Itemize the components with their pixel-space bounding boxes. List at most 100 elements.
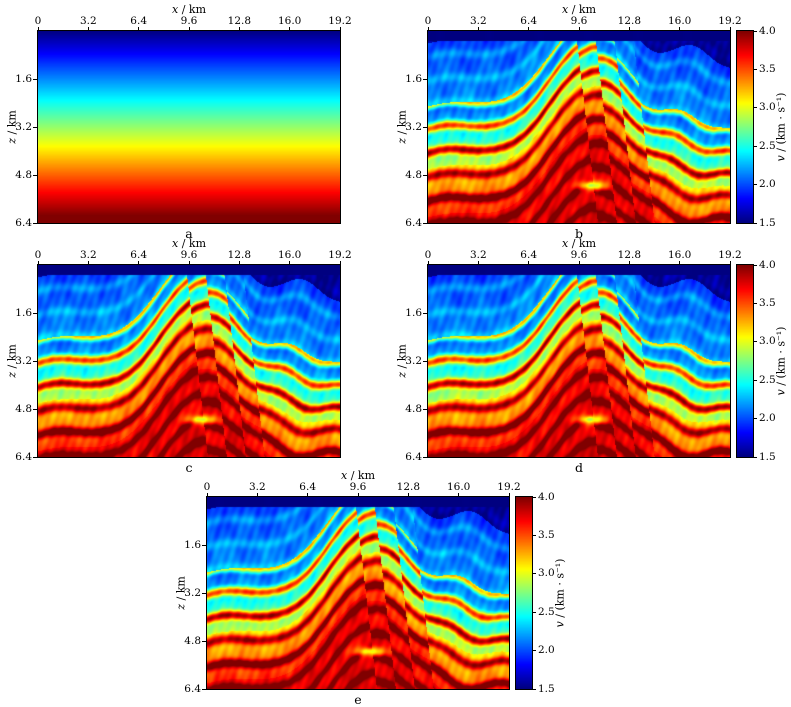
colorbar-tick-mark [754, 107, 757, 109]
z-tick-mark [423, 126, 427, 128]
z-tick-label: 3.2 [15, 354, 32, 367]
x-tick-mark [138, 261, 140, 265]
z-tick-mark [202, 592, 206, 594]
x-tick-label: 16.0 [277, 249, 302, 261]
colorbar-tick-mark [533, 534, 536, 536]
colorbar-tick-mark [533, 688, 536, 690]
z-tick-label: 6.4 [184, 682, 201, 695]
z-tick-label: 6.4 [15, 450, 32, 463]
x-tick-label: 0 [424, 249, 432, 261]
x-tick-label: 12.8 [227, 249, 252, 261]
z-tick-mark [202, 544, 206, 546]
colorbar-tick-mark [754, 341, 757, 343]
heatmap-canvas-c [38, 265, 340, 457]
panel-a: x / km 0 3.2 6.4 9.6 12.8 16.0 19.2 1.6 3.2 4.8 6.4… [0, 4, 352, 242]
x-tick-label: 9.6 [349, 481, 367, 493]
x-tick-label: 19.2 [328, 15, 352, 27]
velocity-model-plot-c [37, 264, 341, 458]
heatmap-canvas-e [207, 497, 509, 689]
colorbar-tick-mark [533, 650, 536, 652]
x-tick-mark [458, 493, 460, 497]
z-tick-mark [33, 126, 37, 128]
colorbar-tick-label: 1.5 [759, 450, 776, 463]
x-tick-label: 12.8 [617, 249, 642, 261]
colorbar-tick-label: 2.5 [538, 605, 555, 618]
heatmap-canvas-d [428, 265, 730, 457]
x-tick-mark [477, 261, 479, 265]
x-tick-label: 16.0 [667, 249, 692, 261]
heatmap-canvas-b [428, 31, 730, 223]
z-tick-label: 4.8 [184, 634, 201, 647]
colorbar-tick-label: 4.0 [538, 490, 555, 503]
colorbar-tick-label: 2.5 [759, 373, 776, 386]
z-tick-label: 1.6 [184, 538, 201, 551]
z-tick-label: 4.8 [15, 168, 32, 181]
colorbar-tick-mark [754, 418, 757, 420]
z-tick-mark [33, 78, 37, 80]
colorbar-tick-label: 3.5 [759, 296, 776, 309]
panel-letter-e: e [354, 692, 362, 707]
z-axis-title: z / km [174, 576, 188, 610]
colorbar-tick-mark [533, 573, 536, 575]
x-tick-mark [289, 27, 291, 31]
colorbar-tick-label: 2.0 [538, 644, 555, 657]
colorbar-tick-mark [754, 456, 757, 458]
z-tick-label: 1.6 [405, 306, 422, 319]
colorbar-tick-mark [754, 145, 757, 147]
colorbar-tick-mark [754, 30, 757, 32]
x-tick-label: 3.2 [469, 249, 487, 261]
x-tick-label: 9.6 [180, 15, 198, 27]
colorbar-tick-label: 3.5 [759, 62, 776, 75]
z-tick-label: 6.4 [405, 216, 422, 229]
colorbar-tick-mark [533, 611, 536, 613]
x-tick-mark [357, 493, 359, 497]
colorbar-tick-mark [754, 264, 757, 266]
x-tick-label: 19.2 [328, 249, 352, 261]
velocity-model-plot-a [37, 30, 341, 224]
z-tick-mark [423, 408, 427, 410]
x-tick-label: 0 [424, 15, 432, 27]
x-tick-mark [37, 27, 39, 31]
z-tick-label: 6.4 [15, 216, 32, 229]
z-tick-mark [33, 174, 37, 176]
x-tick-mark [289, 261, 291, 265]
x-tick-mark [256, 493, 258, 497]
x-tick-mark [729, 261, 731, 265]
z-tick-label: 1.6 [15, 72, 32, 85]
z-tick-mark [423, 456, 427, 458]
x-tick-mark [578, 261, 580, 265]
z-tick-mark [423, 222, 427, 224]
z-tick-label: 4.8 [15, 402, 32, 415]
x-tick-mark [138, 27, 140, 31]
x-tick-mark [238, 27, 240, 31]
panel-c: x / km 0 3.2 6.4 9.6 12.8 16.0 19.2 1.6 3.2 4.8 6.4… [0, 238, 352, 476]
colorbar [736, 264, 754, 458]
x-tick-label: 3.2 [79, 15, 97, 27]
z-tick-label: 3.2 [15, 120, 32, 133]
x-tick-mark [528, 27, 530, 31]
x-tick-label: 12.8 [227, 15, 252, 27]
colorbar-canvas [737, 265, 753, 457]
colorbar-tick-mark [533, 496, 536, 498]
x-tick-label: 6.4 [130, 15, 148, 27]
z-tick-label: 3.2 [405, 120, 422, 133]
panel-e: x / km 0 3.2 6.4 9.6 12.8 16.0 19.2 1.6 3.2 4.8 6.4… [169, 470, 571, 707]
x-tick-mark [407, 493, 409, 497]
x-tick-mark [508, 493, 510, 497]
x-tick-label: 16.0 [667, 15, 692, 27]
x-tick-mark [679, 261, 681, 265]
colorbar-tick-label: 1.5 [538, 682, 555, 695]
x-tick-mark [578, 27, 580, 31]
colorbar-tick-label: 2.0 [759, 412, 776, 425]
x-tick-mark [206, 493, 208, 497]
x-tick-label: 3.2 [469, 15, 487, 27]
colorbar-tick-label: 3.0 [759, 101, 776, 114]
x-tick-label: 19.2 [718, 249, 742, 261]
colorbar [736, 30, 754, 224]
z-tick-mark [202, 688, 206, 690]
colorbar-tick-label: 3.5 [538, 528, 555, 541]
panel-letter-b: b [574, 226, 583, 241]
x-tick-mark [339, 261, 341, 265]
x-axis-title: x / km [561, 237, 596, 250]
x-tick-label: 6.4 [520, 15, 538, 27]
